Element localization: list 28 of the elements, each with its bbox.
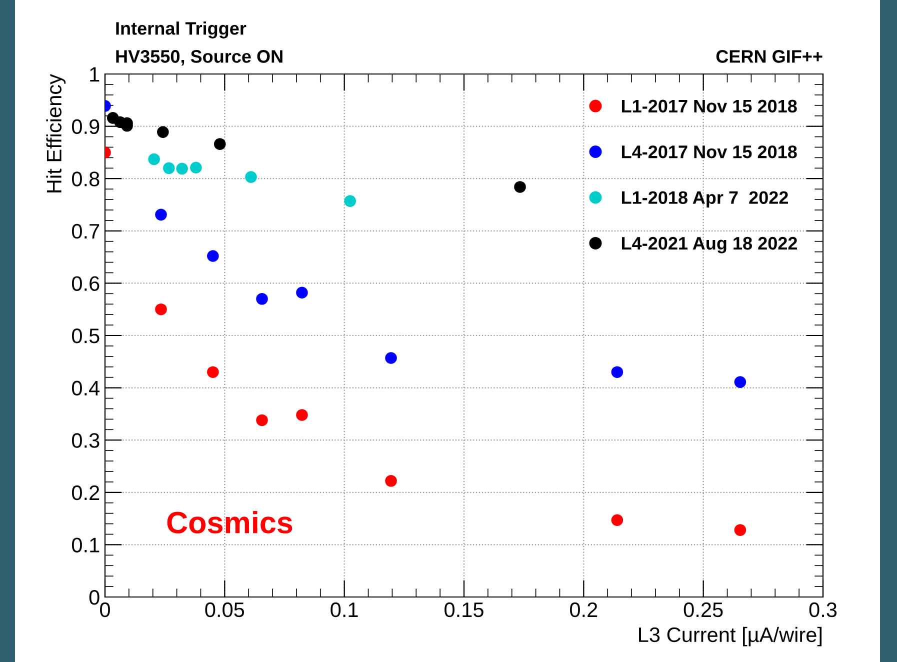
- x-tick-label: 0.25: [684, 602, 723, 618]
- text: CERN GIF++: [716, 50, 822, 63]
- legend-label: L4-2021 Aug 18 2022: [622, 236, 798, 254]
- y-tick-label: 0.4: [72, 380, 100, 396]
- y-tick-label: 0.6: [72, 276, 100, 291]
- x-tick-label: 0.15: [444, 602, 484, 618]
- legend-label: L4-2017 Nov 15 2018: [622, 145, 797, 158]
- legend-label: L1-2017 Nov 15 2018: [622, 100, 797, 113]
- x-tick-label: 0.1: [330, 602, 358, 618]
- x-tick-label: 0.2: [570, 602, 598, 618]
- y-tick-label: 0.5: [72, 328, 100, 344]
- y-tick-label: 0.3: [72, 433, 100, 448]
- x-axis-title: L3 Current [µA/wire]: [639, 626, 822, 646]
- annotation: Cosmics: [167, 510, 292, 534]
- chart-title: Internal Trigger: [116, 22, 246, 38]
- x-tick-label: 0: [100, 602, 110, 618]
- x-tick-label: 0.3: [809, 602, 837, 618]
- y-tick-label: 0.9: [72, 119, 100, 134]
- y-axis-title: Hit Efficiency: [46, 74, 66, 192]
- y-tick-label: 0.2: [72, 485, 100, 500]
- y-tick-label: 0.1: [72, 538, 100, 552]
- chart-subtitle: HV3550, Source ON: [116, 50, 282, 66]
- y-tick-label: 1: [90, 67, 100, 82]
- y-tick-label: 0.7: [72, 224, 100, 239]
- x-tick-label: 0.05: [205, 602, 244, 618]
- legend-label: L1-2018 Apr 7 2022: [622, 191, 788, 208]
- y-tick-label: 0.8: [72, 172, 100, 186]
- y-tick-label: 0: [89, 590, 100, 605]
